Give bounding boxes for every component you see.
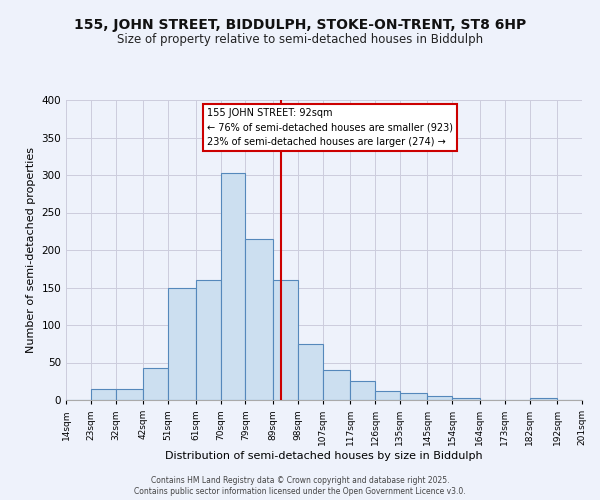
Bar [452, 398, 480, 400]
Text: 155, JOHN STREET, BIDDULPH, STOKE-ON-TRENT, ST8 6HP: 155, JOHN STREET, BIDDULPH, STOKE-ON-TRE… [74, 18, 526, 32]
Bar [427, 396, 452, 400]
Bar [143, 368, 168, 400]
Bar [350, 381, 375, 400]
Bar [530, 398, 557, 400]
Y-axis label: Number of semi-detached properties: Number of semi-detached properties [26, 147, 36, 353]
Bar [221, 173, 245, 400]
Text: Size of property relative to semi-detached houses in Biddulph: Size of property relative to semi-detach… [117, 32, 483, 46]
Bar [323, 370, 350, 400]
Bar [273, 280, 298, 400]
Bar [196, 280, 221, 400]
Bar [400, 392, 427, 400]
X-axis label: Distribution of semi-detached houses by size in Biddulph: Distribution of semi-detached houses by … [165, 451, 483, 461]
Text: 155 JOHN STREET: 92sqm
← 76% of semi-detached houses are smaller (923)
23% of se: 155 JOHN STREET: 92sqm ← 76% of semi-det… [207, 108, 453, 147]
Bar [245, 239, 273, 400]
Bar [298, 344, 323, 400]
Text: Contains HM Land Registry data © Crown copyright and database right 2025.: Contains HM Land Registry data © Crown c… [151, 476, 449, 485]
Bar [116, 389, 143, 400]
Bar [375, 391, 400, 400]
Bar [168, 288, 196, 400]
Text: Contains public sector information licensed under the Open Government Licence v3: Contains public sector information licen… [134, 487, 466, 496]
Bar [91, 389, 116, 400]
